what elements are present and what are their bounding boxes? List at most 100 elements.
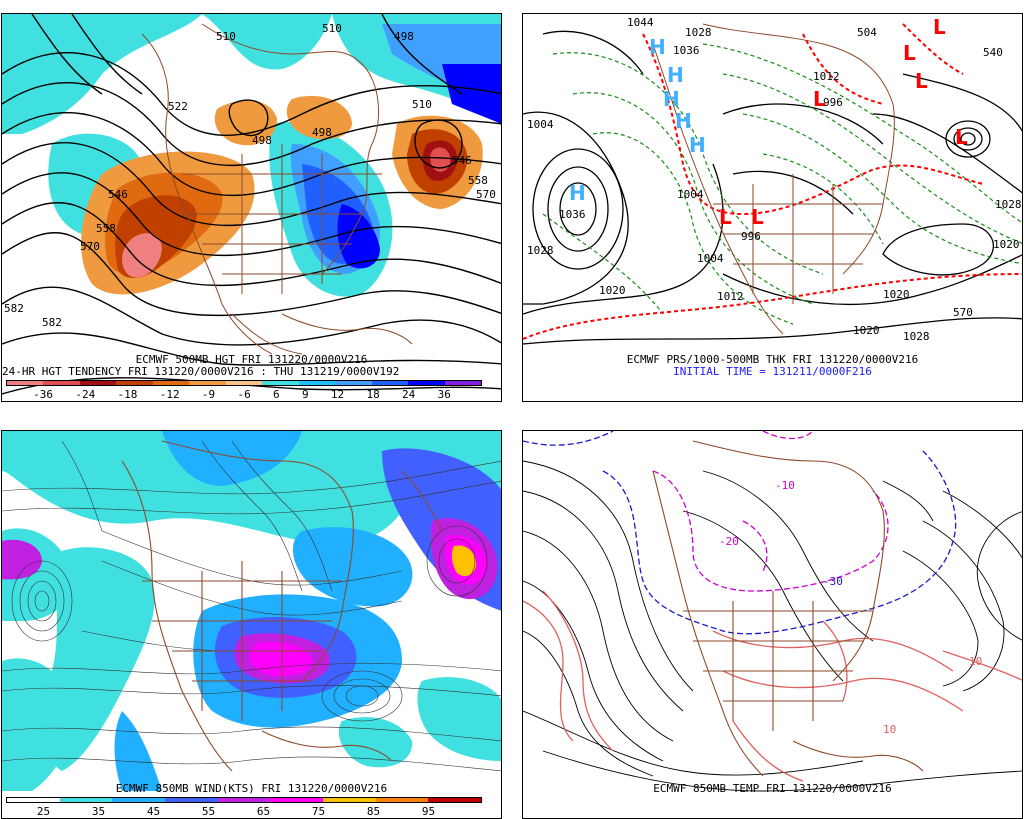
height-label: 570	[80, 240, 100, 253]
temp-label: 10	[969, 655, 982, 668]
pressure-label: 1012	[813, 70, 840, 83]
legend-value: 75	[311, 805, 326, 818]
caption-pressure-thickness: ECMWF PRS/1000-500MB THK FRI 131220/0000…	[626, 353, 919, 366]
legend-swatch	[225, 381, 263, 385]
pressure-label: 1028	[995, 198, 1022, 211]
legend-value: 85	[366, 805, 381, 818]
legend-swatch	[323, 798, 376, 802]
legend-value: -18	[117, 388, 138, 401]
temp-label: 10	[883, 723, 896, 736]
legend-swatch	[335, 381, 372, 385]
low-pressure-symbol: L	[751, 205, 764, 229]
coastlines	[652, 23, 895, 335]
legend-swatch	[444, 381, 482, 385]
low-pressure-symbol: L	[915, 69, 928, 93]
legend-swatch	[112, 798, 166, 802]
legend-swatch	[217, 798, 271, 802]
coastlines	[141, 23, 413, 355]
height-label: 522	[168, 100, 188, 113]
legend-swatch	[262, 381, 299, 385]
legend-value: 24	[402, 388, 416, 401]
legend-swatch	[428, 798, 482, 802]
legend-swatch	[371, 381, 409, 385]
wind-legend-values: 25 35 45 55 65 75 85 95	[16, 805, 456, 818]
pressure-label: 504	[857, 26, 877, 39]
pressure-label: 1020	[883, 288, 910, 301]
height-label: 558	[468, 174, 488, 187]
map-850mb-wind	[2, 431, 501, 791]
pressure-label: 1028	[527, 244, 554, 257]
map-pressure-thickness: H H H H H H L L L L L L L 1044 1028 1036…	[523, 15, 1022, 345]
legend-value: 45	[146, 805, 161, 818]
pressure-label: 1020	[599, 284, 626, 297]
coastlines	[121, 440, 443, 772]
legend-value: 95	[421, 805, 436, 818]
streamlines	[2, 440, 501, 772]
pressure-label: 1004	[697, 252, 724, 265]
legend-swatch	[59, 798, 113, 802]
cold-contours	[523, 431, 957, 635]
pressure-label: 996	[823, 96, 843, 109]
pressure-label: 570	[953, 306, 973, 319]
legend-swatch	[408, 381, 445, 385]
low-pressure-symbol: L	[719, 205, 732, 229]
pressure-label: 1020	[993, 238, 1020, 251]
low-pressure-symbol: L	[933, 15, 946, 39]
height-label: 510	[216, 30, 236, 43]
legend-value: 12	[330, 388, 345, 401]
height-label: 498	[252, 134, 272, 147]
pressure-label: 1044	[627, 16, 654, 29]
legend-swatch	[7, 381, 44, 385]
legend-swatch	[116, 381, 153, 385]
legend-swatch	[7, 798, 60, 802]
legend-swatch	[189, 381, 226, 385]
legend-swatch	[43, 381, 80, 385]
legend-swatch	[165, 798, 218, 802]
legend-value: -36	[33, 388, 54, 401]
legend-swatch	[79, 381, 117, 385]
pressure-label: 1004	[527, 118, 554, 131]
height-label: 570	[476, 188, 496, 201]
legend-swatch	[270, 798, 324, 802]
caption-height-tendency: 24-HR HGT TENDENCY FRI 131220/0000V216 :…	[2, 365, 400, 378]
low-pressure-symbol: L	[955, 125, 968, 149]
map-850mb-temp: -20 -10 -30 10 10	[523, 431, 1022, 792]
pressure-label: 540	[983, 46, 1003, 59]
height-label: 510	[322, 22, 342, 35]
height-label: 582	[42, 316, 62, 329]
height-label: 582	[4, 302, 24, 315]
high-pressure-symbol: H	[649, 35, 666, 59]
low-pressure-symbol: L	[813, 87, 826, 111]
legend-value: 35	[91, 805, 106, 818]
caption-initial-time: INITIAL TIME = 131211/0000F216	[673, 365, 872, 378]
legend-swatch	[298, 381, 336, 385]
pressure-label: 1028	[903, 330, 930, 343]
temp-label: -10	[775, 479, 795, 492]
height-label: 498	[394, 30, 414, 43]
panel-pressure-thickness: H H H H H H L L L L L L L 1044 1028 1036…	[522, 13, 1023, 402]
high-pressure-symbol: H	[667, 63, 684, 87]
thickness-lines	[542, 43, 1022, 325]
height-contours	[2, 14, 501, 395]
pressure-label: 996	[741, 230, 761, 243]
panel-500mb-height: 510 510 498 522 498 498 510 546 558 570 …	[1, 13, 502, 402]
low-pressure-symbol: L	[903, 41, 916, 65]
temp-label: -30	[823, 575, 843, 588]
legend-swatch	[375, 798, 429, 802]
map-500mb: 510 510 498 522 498 498 510 546 558 570 …	[2, 14, 501, 395]
pressure-labels: 1044 1028 1036 1036 1028 1020 1004 996 1…	[527, 16, 1022, 343]
caption-500mb-height: ECMWF 500MB HGT FRI 131220/0000V216	[135, 353, 368, 366]
wind-speed-shading	[2, 431, 501, 791]
legend-value: -12	[159, 388, 180, 401]
legend-value: -9	[201, 388, 216, 401]
pressure-label: 1012	[717, 290, 744, 303]
tendency-legend-values: -36 -24 -18 -12 -9 -6 6 9 12 18 24 36	[22, 388, 462, 401]
legend-value: -24	[75, 388, 96, 401]
legend-value: 36	[437, 388, 451, 401]
temp-label: -20	[719, 535, 739, 548]
legend-value: -6	[237, 388, 251, 401]
freezing-contours	[652, 431, 889, 592]
height-label: 558	[96, 222, 116, 235]
caption-850mb-wind: ECMWF 850MB WIND(KTS) FRI 131220/0000V21…	[115, 782, 388, 795]
pressure-label: 1004	[677, 188, 704, 201]
